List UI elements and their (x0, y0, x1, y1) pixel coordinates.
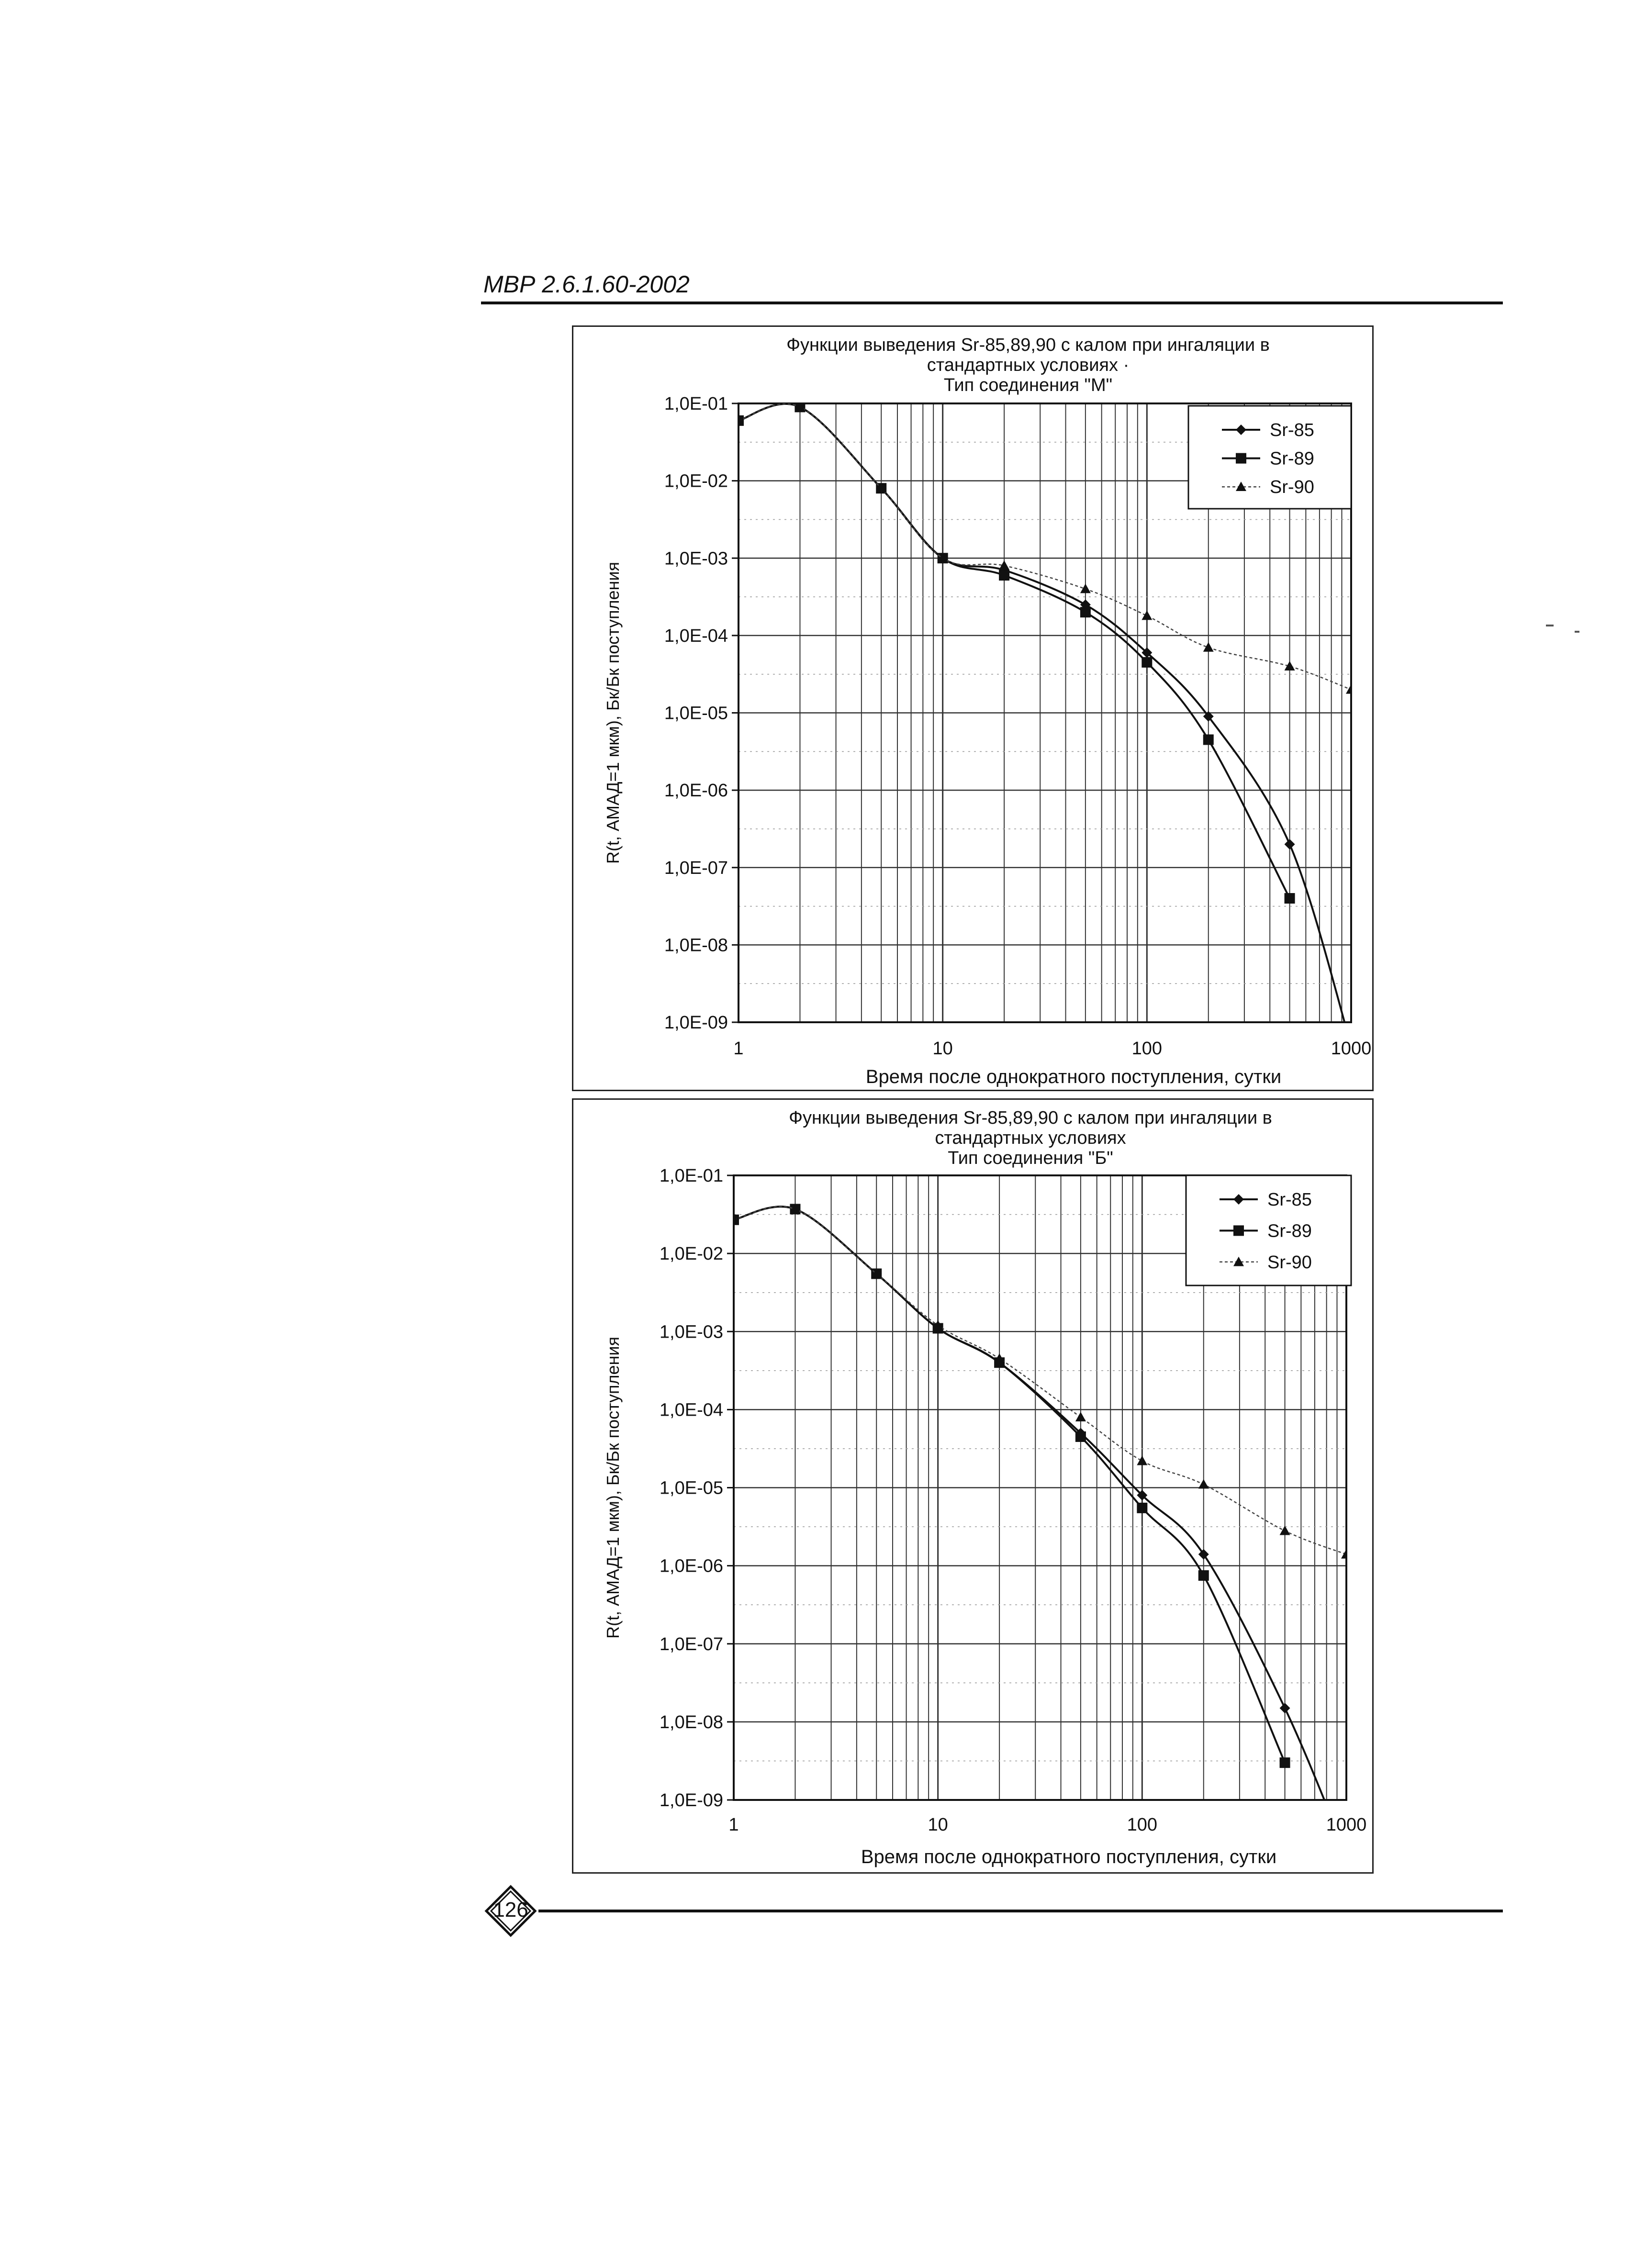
data-point-sr-85 (1284, 839, 1295, 850)
data-point-sr-90 (1080, 583, 1091, 593)
legend-marker (1236, 481, 1246, 492)
chart-title-line-2: стандартных условиях (935, 1128, 1126, 1148)
chart-title-line-1: Функции выведения Sr-85,89,90 с калом пр… (786, 335, 1270, 355)
data-point-sr-90 (1075, 1412, 1086, 1421)
legend-marker (1236, 425, 1246, 435)
data-point-sr-89 (1203, 734, 1214, 745)
data-point-sr-90 (1142, 610, 1153, 620)
page-number: 126 (493, 1898, 528, 1922)
legend-entry-sr-90: Sr-90 (1270, 477, 1314, 497)
scan-speck (1546, 625, 1554, 626)
y-tick-label: 1,0E-07 (660, 1634, 723, 1654)
data-point-sr-89 (1284, 893, 1295, 904)
x-tick-label: 1000 (1326, 1815, 1367, 1835)
legend-marker (1233, 1225, 1244, 1236)
y-tick-label: 1,0E-05 (660, 1478, 723, 1498)
data-point-sr-89 (1137, 1502, 1148, 1513)
y-axis-label: R(t, АМАД=1 мкм), Бк/Бк поступления (603, 562, 623, 864)
legend-entry-sr-89: Sr-89 (1267, 1221, 1312, 1241)
y-tick-label: 1,0E-09 (664, 1013, 728, 1033)
data-point-sr-89 (1279, 1757, 1290, 1768)
legend-box (1185, 1174, 1352, 1286)
document-header: МВР 2.6.1.60-2002 (483, 271, 690, 298)
data-point-sr-90 (994, 1353, 1005, 1363)
footer-rule (538, 1910, 1503, 1912)
y-tick-label: 1,0E-09 (660, 1790, 723, 1810)
y-axis-label: R(t, АМАД=1 мкм), Бк/Бк поступления (603, 1337, 623, 1639)
y-tick-label: 1,0E-03 (664, 548, 728, 569)
y-tick-label: 1,0E-02 (660, 1244, 723, 1264)
y-tick-label: 1,0E-06 (664, 781, 728, 801)
data-point-sr-90 (1279, 1525, 1290, 1535)
x-tick-label: 1 (728, 1815, 739, 1835)
x-tick-label: 100 (1127, 1815, 1157, 1835)
y-tick-label: 1,0E-04 (664, 626, 728, 646)
data-point-sr-85 (1198, 1549, 1209, 1560)
y-tick-label: 1,0E-06 (660, 1556, 723, 1576)
y-tick-label: 1,0E-05 (664, 704, 728, 724)
legend-entry-sr-90: Sr-90 (1267, 1252, 1312, 1273)
chart-type-b: Функции выведения Sr-85,89,90 с калом пр… (603, 1108, 1367, 1867)
x-tick-label: 1000 (1331, 1039, 1372, 1059)
x-tick-label: 10 (933, 1039, 953, 1059)
series-line-sr-90 (734, 1206, 1346, 1555)
y-tick-label: 1,0E-08 (664, 935, 728, 955)
data-point-sr-90 (876, 483, 887, 493)
legend-marker (1233, 1256, 1244, 1266)
series-line-sr-90 (739, 403, 1351, 691)
series-sr-90 (739, 403, 1351, 694)
header-rule (481, 302, 1503, 304)
scan-speck (1575, 631, 1579, 633)
data-point-sr-90 (1203, 642, 1214, 652)
data-point-sr-85 (1203, 711, 1214, 722)
data-point-sr-89 (1142, 657, 1153, 668)
data-point-sr-85 (1142, 647, 1153, 658)
legend-marker (1233, 1194, 1244, 1205)
y-tick-label: 1,0E-03 (660, 1322, 723, 1342)
data-point-sr-90 (1346, 684, 1351, 694)
data-point-sr-85 (1279, 1703, 1290, 1714)
y-tick-label: 1,0E-07 (664, 858, 728, 878)
data-point-sr-90 (999, 560, 1010, 570)
x-tick-label: 100 (1132, 1039, 1162, 1059)
y-tick-label: 1,0E-02 (664, 471, 728, 492)
data-point-sr-90 (795, 403, 806, 412)
data-point-sr-90 (937, 553, 948, 563)
legend-marker (1236, 453, 1246, 464)
data-point-sr-89 (1198, 1570, 1209, 1581)
data-point-sr-90 (871, 1268, 882, 1278)
x-axis-label: Время после однократного поступления, су… (861, 1846, 1276, 1867)
data-point-sr-90 (932, 1320, 943, 1330)
chart-type-m: Функции выведения Sr-85,89,90 с калом пр… (603, 335, 1372, 1087)
data-point-sr-89 (999, 570, 1010, 581)
data-point-sr-85 (1137, 1490, 1148, 1501)
legend-entry-sr-85: Sr-85 (1267, 1190, 1312, 1210)
chart-subtitle: Тип соединения "М" (944, 375, 1112, 395)
chart-panel-type-m: Функции выведения Sr-85,89,90 с калом пр… (572, 325, 1374, 1091)
y-tick-label: 1,0E-04 (660, 1400, 723, 1420)
y-tick-label: 1,0E-01 (660, 1166, 723, 1186)
legend-box (1187, 405, 1352, 510)
chart-panel-type-b: Функции выведения Sr-85,89,90 с калом пр… (572, 1098, 1374, 1874)
y-tick-label: 1,0E-08 (660, 1712, 723, 1732)
x-axis-label: Время после однократного поступления, су… (866, 1066, 1281, 1087)
data-point-sr-90 (1137, 1455, 1148, 1465)
data-point-sr-89 (1080, 607, 1091, 618)
x-tick-label: 1 (733, 1039, 743, 1059)
legend-entry-sr-85: Sr-85 (1270, 420, 1314, 440)
data-point-sr-89 (1075, 1431, 1086, 1442)
chart-subtitle: Тип соединения "Б" (948, 1148, 1113, 1168)
data-point-sr-90 (790, 1204, 801, 1214)
legend-entry-sr-89: Sr-89 (1270, 449, 1314, 469)
chart-title-line-2: стандартных условиях · (927, 355, 1129, 375)
chart-title-line-1: Функции выведения Sr-85,89,90 с калом пр… (789, 1108, 1272, 1128)
data-point-sr-90 (1284, 661, 1295, 670)
data-point-sr-90 (1198, 1479, 1209, 1489)
page-number-badge (484, 1885, 537, 1937)
y-tick-label: 1,0E-01 (664, 394, 728, 414)
x-tick-label: 10 (928, 1815, 948, 1835)
